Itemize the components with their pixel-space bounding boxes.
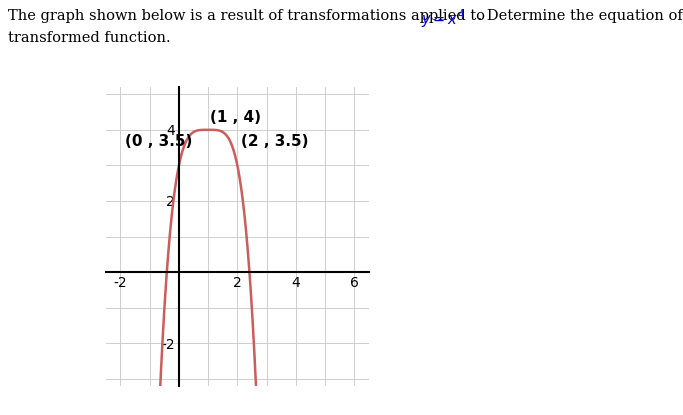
Text: transformed function.: transformed function.: [8, 31, 171, 45]
Text: (0 , 3.5): (0 , 3.5): [125, 134, 192, 149]
Text: (2 , 3.5): (2 , 3.5): [241, 134, 308, 149]
Text: (1 , 4): (1 , 4): [210, 110, 262, 124]
Text: $y = x^4$: $y = x^4$: [421, 8, 466, 30]
Text: The graph shown below is a result of transformations applied to: The graph shown below is a result of tra…: [8, 9, 490, 23]
Text: . Determine the equation of this: . Determine the equation of this: [473, 9, 683, 23]
